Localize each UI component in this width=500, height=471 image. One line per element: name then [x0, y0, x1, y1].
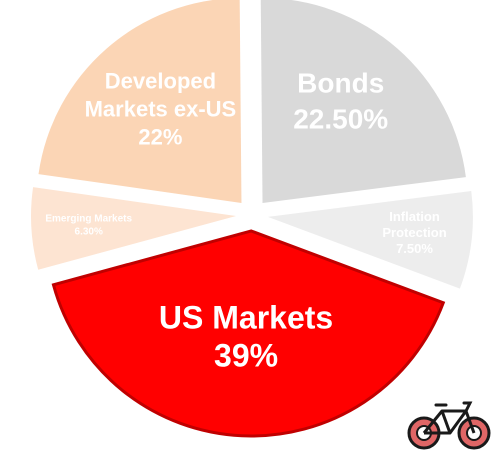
pie-slice-inflation-protection: Inflation Protection 7.50% — [267, 190, 473, 289]
bicycle-icon — [407, 401, 491, 450]
pie-slice-shape — [51, 229, 446, 438]
pie-slice-label: Inflation Protection 7.50% — [382, 209, 446, 256]
pie-slice-label: Emerging Markets 6.30% — [45, 213, 132, 237]
pie-slice-shape — [260, 0, 466, 203]
pie-slice-bonds: Bonds 22.50% — [260, 0, 466, 203]
pie-slice-shape — [267, 190, 473, 289]
pie-slice-label-line: 22.50% — [293, 104, 388, 135]
pie-slice-label-line: Inflation — [389, 209, 440, 224]
pie-slice-emerging-markets: Emerging Markets 6.30% — [31, 187, 237, 270]
pie-slice-label: Developed Markets ex-US 22% — [85, 68, 237, 149]
pie-slice-developed-markets-ex-us: Developed Markets ex-US 22% — [38, 0, 242, 203]
pie-slice-label-line: 22% — [138, 124, 182, 149]
pie-slice-label: US Markets 39% — [159, 300, 333, 374]
pie-slice-label-line: 39% — [214, 338, 278, 374]
pie-slice-label-line: US Markets — [159, 300, 333, 336]
pie-slice-shape — [38, 0, 242, 203]
pie-slice-label: Bonds 22.50% — [293, 68, 388, 135]
pie-slice-label-line: Bonds — [297, 68, 384, 99]
pie-slice-label-line: Emerging Markets — [45, 213, 132, 224]
pie-slice-label-line: Protection — [382, 225, 446, 240]
pie-slice-label-line: Developed — [105, 68, 216, 93]
pie-slice-label-line: 7.50% — [396, 241, 433, 256]
pie-slice-label-line: 6.30% — [75, 226, 103, 237]
pie-slice-us-markets: US Markets 39% — [51, 229, 446, 438]
pie-slice-label-line: Markets ex-US — [85, 96, 237, 121]
pie-slice-shape — [31, 187, 237, 270]
